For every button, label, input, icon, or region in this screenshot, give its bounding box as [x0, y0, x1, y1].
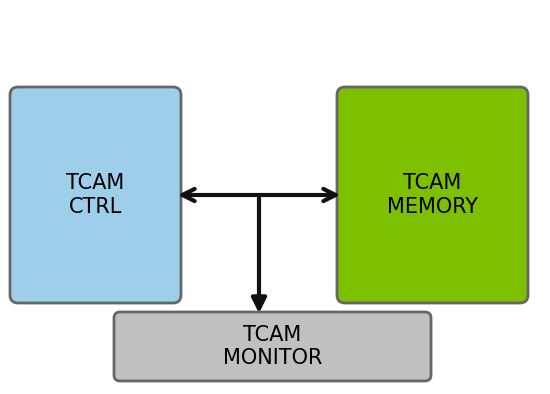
FancyBboxPatch shape: [337, 87, 528, 303]
FancyBboxPatch shape: [114, 312, 431, 381]
Text: TCAM
MEMORY: TCAM MEMORY: [387, 173, 478, 217]
Text: TCAM
CTRL: TCAM CTRL: [67, 173, 125, 217]
FancyBboxPatch shape: [10, 87, 181, 303]
Text: TCAM
MONITOR: TCAM MONITOR: [223, 325, 322, 368]
